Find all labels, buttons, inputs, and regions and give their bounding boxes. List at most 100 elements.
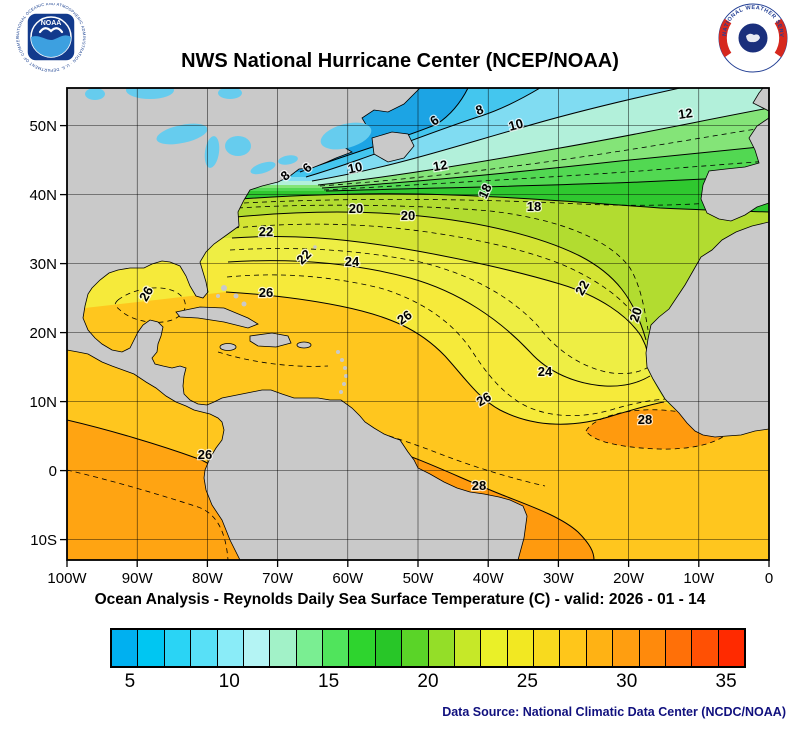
sst-field <box>67 88 769 560</box>
y-axis-label: 40N <box>29 187 57 204</box>
colorbar-ticks: 5 10 15 20 25 30 35 <box>110 671 746 697</box>
colorbar-cell <box>481 630 508 666</box>
x-axis-label: 100W <box>47 570 87 587</box>
colorbar-cell <box>586 630 614 666</box>
colorbar-tick-label: 20 <box>417 671 439 692</box>
island-newfoundland <box>371 131 415 163</box>
x-axis-label: 60W <box>332 570 364 587</box>
colorbar-cell <box>349 630 376 666</box>
island-antilles <box>336 350 340 354</box>
y-axis-label: 0 <box>49 463 57 480</box>
island-bahamas <box>216 294 220 298</box>
island-hispaniola <box>249 332 292 348</box>
colorbar-cell <box>112 630 139 666</box>
contour-label: 24 <box>538 364 553 379</box>
nws-map-shape <box>746 33 760 43</box>
sst-band-pacific-warm <box>67 420 243 560</box>
contour-label: 28 <box>638 412 652 427</box>
colorbar-cell <box>428 630 455 666</box>
x-axis-label: 30W <box>543 570 575 587</box>
colorbar-cell <box>296 630 323 666</box>
nws-red-arc-right <box>774 18 788 58</box>
x-axis-label: 70W <box>262 570 294 587</box>
island-bermuda <box>313 245 317 249</box>
colorbar-tick-label: 35 <box>715 671 737 692</box>
contour-label: 12 <box>432 157 449 174</box>
colorbar-cell <box>138 630 165 666</box>
noaa-sea-shape <box>31 35 71 57</box>
island-antilles <box>343 366 347 370</box>
colorbar-tick-label: 25 <box>516 671 538 692</box>
contour-label: 10 <box>346 159 363 177</box>
colorbar-cell <box>375 630 403 666</box>
x-axis-label: 20W <box>613 570 645 587</box>
contour-label: 20 <box>401 208 415 223</box>
colorbar-cell <box>692 630 719 666</box>
contour-label: 20 <box>626 305 645 323</box>
page-title: NWS National Hurricane Center (NCEP/NOAA… <box>181 50 619 72</box>
axis-ticks <box>60 124 770 567</box>
nws-red-arc-left <box>718 18 732 58</box>
colorbar-cell <box>402 630 429 666</box>
island-bahamas <box>233 293 239 299</box>
y-axis-label: 30N <box>29 256 57 273</box>
y-axis-label: 10S <box>30 532 57 549</box>
colorbar-cell <box>613 630 640 666</box>
noaa-gull-icon <box>38 27 64 34</box>
contour-label: 26 <box>259 285 273 300</box>
island-antilles <box>342 382 346 386</box>
x-axis-label: 50W <box>403 570 435 587</box>
contour-label: 18 <box>527 199 541 214</box>
land-europe <box>700 117 769 222</box>
colorbar-cell <box>270 630 297 666</box>
contour-label: 10 <box>507 116 525 134</box>
x-axis-label: 10W <box>683 570 715 587</box>
contour-label: 20 <box>349 201 363 216</box>
colorbar <box>110 628 746 668</box>
colorbar-tick-label: 15 <box>318 671 340 692</box>
contour-label: 22 <box>259 224 273 239</box>
colorbar-cell <box>507 630 534 666</box>
island-puerto-rico <box>296 341 312 349</box>
colorbar-tick-label: 30 <box>616 671 638 692</box>
island-bahamas <box>221 285 227 291</box>
colorbar-cell <box>534 630 561 666</box>
axis-labels: 100W 90W 80W 70W 60W 50W 40W 30W 20W 10W 0 50N 40N 30… <box>29 118 773 587</box>
x-axis-label: 90W <box>122 570 154 587</box>
nws-logo: NATIONAL WEATHER SERVICE <box>716 3 788 73</box>
colorbar-cell <box>639 630 666 666</box>
x-axis-label: 80W <box>192 570 224 587</box>
colorbar-cell <box>454 630 482 666</box>
colorbar-cell <box>217 630 244 666</box>
colorbar-cell <box>191 630 218 666</box>
graticule <box>66 88 770 560</box>
island-cuba <box>175 306 259 329</box>
y-axis-label: 20N <box>29 325 57 342</box>
colorbar-tick-label: 5 <box>124 671 136 692</box>
land-africa <box>645 221 769 438</box>
islands <box>175 131 415 394</box>
colorbar-tick-label: 10 <box>218 671 240 692</box>
contour-label: 28 <box>472 478 486 493</box>
colorbar-cell <box>164 630 192 666</box>
island-antilles <box>344 374 348 378</box>
colorbar-cell <box>243 630 271 666</box>
noaa-logo: NATIONAL OCEANIC AND ATMOSPHERIC ADMINIS… <box>14 3 87 73</box>
land-britain <box>752 88 769 112</box>
colorbar-cell <box>323 630 350 666</box>
contour-label: 24 <box>345 254 360 269</box>
colorbar-cell <box>560 630 587 666</box>
y-axis-label: 50N <box>29 118 57 135</box>
island-antilles <box>340 358 344 362</box>
x-axis-label: 0 <box>765 570 773 587</box>
contour-label: 26 <box>198 447 212 462</box>
noaa-acronym: NOAA <box>41 20 62 27</box>
colorbar-cell <box>718 630 744 666</box>
colorbar-cell <box>665 630 693 666</box>
x-axis-label: 40W <box>473 570 505 587</box>
y-axis-label: 10N <box>29 394 57 411</box>
lakes <box>85 88 372 175</box>
island-antilles <box>339 390 343 394</box>
